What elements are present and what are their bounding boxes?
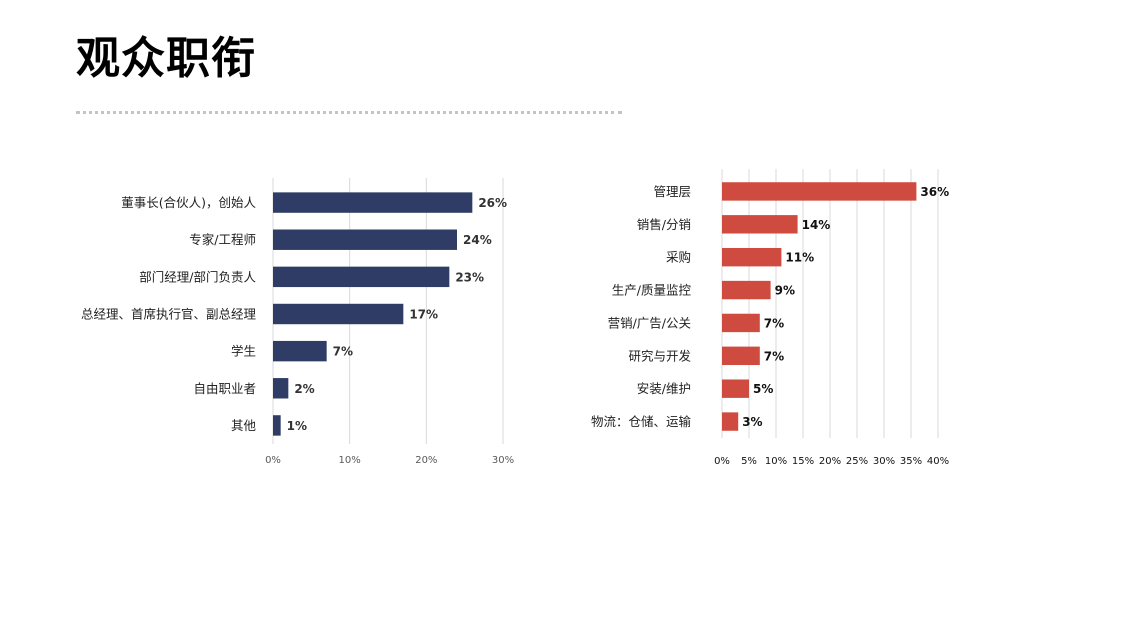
left-bars <box>273 192 473 436</box>
left-category-label: 专家/工程师 <box>189 232 256 247</box>
left-value-label: 7% <box>333 345 353 359</box>
right-tick-label: 25% <box>846 456 868 467</box>
right-category-label: 管理层 <box>653 184 691 199</box>
right-bars <box>722 182 917 431</box>
right-tick-label: 0% <box>714 456 730 467</box>
right-bar <box>722 412 739 431</box>
right-bar <box>722 182 917 201</box>
left-bar <box>273 192 473 213</box>
left-category-label: 自由职业者 <box>193 381 256 396</box>
right-tick-label: 20% <box>819 456 841 467</box>
left-value-label: 2% <box>294 382 314 396</box>
right-grid <box>721 169 939 438</box>
right-bar <box>722 280 771 300</box>
left-bar <box>273 340 327 362</box>
left-tick-labels: 0% 10% 20% 30% <box>265 455 514 466</box>
right-tick-label: 40% <box>927 456 949 467</box>
page-title: 观众职衔 <box>76 33 256 84</box>
right-tick-labels: 0% 5% 10% 15% 20% 25% 30% 35% 40% <box>714 456 949 467</box>
right-value-label: 11% <box>785 251 814 265</box>
right-value-labels: 36% 14% 11% 9% 7% 7% 5% 3% <box>742 185 949 429</box>
right-bar <box>722 346 760 366</box>
left-value-label: 26% <box>478 196 507 210</box>
left-category-label: 部门经理/部门负责人 <box>139 269 256 284</box>
left-category-label: 其他 <box>231 418 257 433</box>
left-tick-label: 10% <box>339 455 361 466</box>
right-value-label: 7% <box>764 349 784 363</box>
right-category-label: 营销/广告/公关 <box>608 315 691 330</box>
right-category-label: 采购 <box>666 250 691 265</box>
right-value-label: 9% <box>775 284 795 298</box>
right-category-label: 生产/质量监控 <box>612 283 692 298</box>
right-category-labels: 管理层销售/分销采购生产/质量监控营销/广告/公关研究与开发安装/维护物流：仓储… <box>591 184 692 429</box>
right-category-label: 安装/维护 <box>637 381 691 396</box>
left-tick-label: 30% <box>492 455 514 466</box>
right-tick-label: 35% <box>900 456 922 467</box>
left-bar <box>273 415 281 436</box>
left-value-label: 24% <box>463 233 492 247</box>
right-bar <box>722 215 798 234</box>
left-bar <box>273 303 404 325</box>
right-category-label: 物流：仓储、运输 <box>591 414 692 429</box>
left-category-label: 总经理、首席执行官、副总经理 <box>81 307 257 322</box>
left-value-label: 17% <box>409 308 438 322</box>
left-category-label: 董事长(合伙人)，创始人 <box>121 195 256 210</box>
left-bar <box>273 378 289 399</box>
right-tick-label: 15% <box>792 456 814 467</box>
right-category-label: 研究与开发 <box>628 348 691 363</box>
left-value-label: 23% <box>455 270 484 284</box>
right-bar <box>722 379 749 398</box>
right-value-label: 7% <box>764 316 784 330</box>
right-category-label: 销售/分销 <box>637 217 691 232</box>
left-category-labels: 董事长(合伙人)，创始人专家/工程师部门经理/部门负责人总经理、首席执行官、副总… <box>81 195 257 433</box>
left-value-labels: 26% 24% 23% 17% 7% 2% 1% <box>287 196 507 433</box>
left-tick-label: 20% <box>415 455 437 466</box>
left-category-label: 学生 <box>231 344 256 359</box>
left-bar <box>273 266 450 288</box>
right-bar <box>722 313 760 333</box>
title-divider <box>76 111 622 114</box>
right-bar <box>722 247 782 267</box>
left-tick-label: 0% <box>265 455 281 466</box>
right-value-label: 3% <box>742 415 762 429</box>
right-tick-label: 5% <box>741 456 757 467</box>
left-value-label: 1% <box>287 419 307 433</box>
right-tick-label: 10% <box>765 456 787 467</box>
right-value-label: 36% <box>920 185 949 199</box>
left-bar <box>273 229 457 250</box>
right-tick-label: 30% <box>873 456 895 467</box>
right-value-label: 14% <box>802 218 831 232</box>
right-value-label: 5% <box>753 382 773 396</box>
